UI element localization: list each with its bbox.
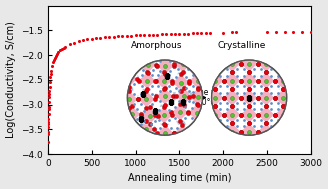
Point (115, 35, 121, 38)
Point (59, 47, 65, 50)
Point (51, 58, 57, 61)
Point (164, 33, 169, 36)
Y-axis label: Log(Conductivity, S/cm): Log(Conductivity, S/cm) (6, 21, 15, 138)
Point (203, 32, 208, 35)
Point (56, 50, 61, 53)
Point (93, 37, 99, 40)
Text: time at
400°C: time at 400°C (191, 88, 219, 107)
Point (47, 86, 52, 89)
Point (190, 32, 195, 35)
Point (54, 53, 59, 56)
Point (124, 34, 130, 37)
Point (102, 36, 108, 39)
Point (142, 34, 147, 37)
Point (46, 105, 51, 108)
Point (194, 32, 199, 35)
Point (146, 33, 151, 36)
Point (49, 69, 54, 72)
Point (199, 32, 204, 35)
Point (46, 120, 51, 123)
Point (159, 33, 164, 36)
Point (177, 32, 182, 35)
Point (308, 30, 314, 33)
Text: Crystalline: Crystalline (217, 41, 265, 50)
Point (63, 45, 68, 48)
Point (45, 133, 51, 136)
Text: Amorphous: Amorphous (131, 41, 183, 50)
Point (89, 37, 94, 40)
Point (181, 32, 186, 35)
Point (129, 34, 134, 37)
Point (282, 30, 287, 33)
Point (52, 56, 57, 59)
Point (133, 34, 138, 37)
Point (273, 30, 278, 33)
Point (46, 108, 51, 111)
Point (46, 101, 51, 104)
Point (72, 41, 77, 44)
Point (221, 31, 226, 34)
Point (151, 33, 156, 36)
Point (229, 31, 235, 34)
Point (120, 35, 125, 38)
Point (46, 118, 51, 121)
Point (67, 43, 72, 46)
Point (46, 113, 51, 116)
Point (173, 32, 178, 35)
Point (85, 38, 90, 41)
Point (186, 32, 191, 35)
Point (168, 33, 173, 36)
Point (48, 81, 53, 84)
Point (48, 76, 53, 79)
Point (61, 46, 66, 49)
Point (76, 40, 81, 43)
Point (46, 130, 51, 133)
Point (264, 31, 270, 34)
Point (47, 89, 52, 92)
Point (50, 64, 55, 67)
Point (208, 31, 213, 34)
Point (46, 123, 51, 126)
Point (45, 140, 51, 143)
Point (80, 39, 86, 42)
Point (53, 54, 58, 57)
Point (48, 72, 53, 75)
Point (46, 125, 51, 128)
Point (111, 35, 116, 38)
Point (155, 33, 160, 36)
X-axis label: Annealing time (min): Annealing time (min) (128, 174, 231, 184)
Point (57, 49, 63, 52)
Point (291, 30, 296, 33)
Point (51, 61, 56, 64)
Point (299, 30, 305, 33)
Point (107, 35, 112, 38)
Point (98, 36, 103, 39)
Point (137, 34, 143, 37)
Point (234, 31, 239, 34)
Point (47, 92, 52, 95)
Point (47, 96, 52, 99)
